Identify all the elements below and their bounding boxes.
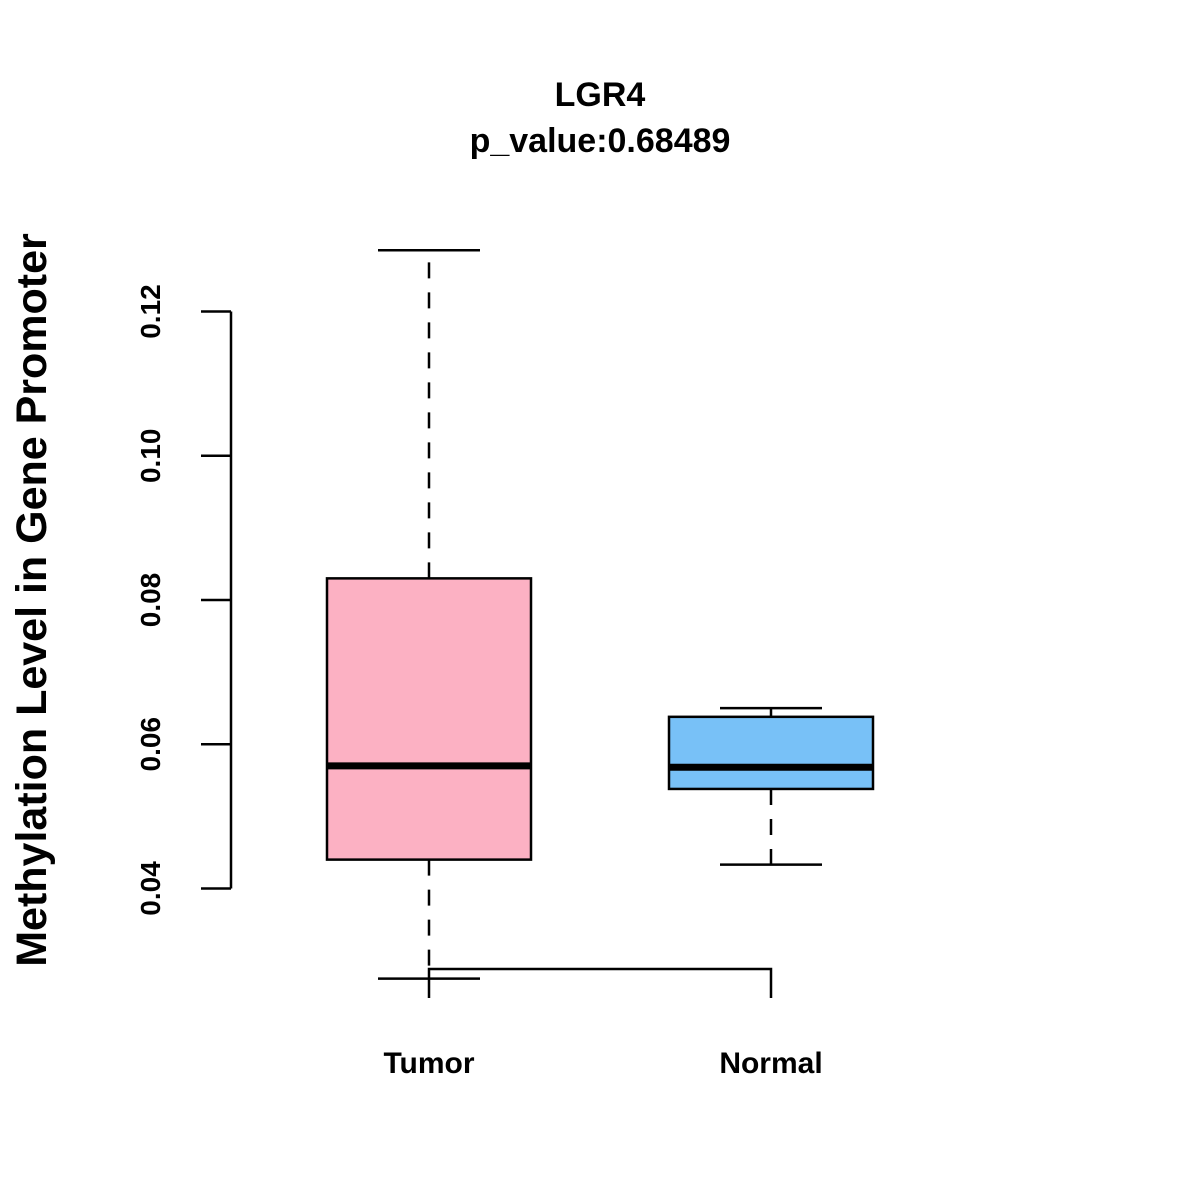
y-tick-label: 0.08: [135, 573, 166, 628]
x-label-normal: Normal: [719, 1047, 822, 1080]
y-tick-label: 0.06: [135, 717, 166, 772]
box-group: [325, 248, 875, 980]
bracket-line: [427, 967, 773, 998]
chart-subtitle: p_value:0.68489: [470, 122, 731, 160]
y-tick-label: 0.04: [135, 861, 166, 916]
comparison-bracket: [427, 967, 773, 998]
tumor-box: [325, 577, 533, 861]
x-label-tumor: Tumor: [383, 1047, 474, 1080]
x-axis-labels: Tumor Normal: [383, 1047, 822, 1080]
y-axis: 0.04 0.06 0.08 0.10 0.12: [135, 284, 233, 916]
y-tick-label: 0.12: [135, 284, 166, 339]
y-axis-label: Methylation Level in Gene Promoter: [8, 233, 56, 967]
normal-box: [667, 715, 875, 791]
chart-title: LGR4: [555, 76, 646, 114]
y-tick-label: 0.10: [135, 429, 166, 484]
